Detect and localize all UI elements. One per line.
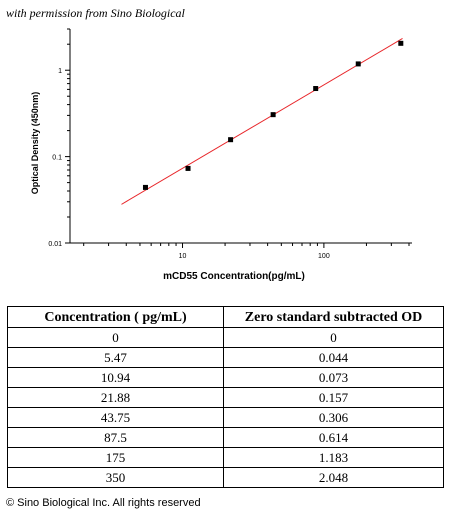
table-cell: 21.88 — [7, 387, 224, 408]
data-points-group — [142, 40, 404, 190]
table-row: 350 2.048 — [7, 467, 444, 488]
table-cell: 43.75 — [7, 407, 224, 428]
standard-curve-chart: 10 100 0.01 0.1 1 mCD55 Concentration(pg/mL)… — [30, 28, 412, 282]
chart-axes: 10 100 0.01 0.1 1 — [48, 28, 412, 260]
standard-data-table: Concentration ( pg/mL) Zero standard sub… — [7, 306, 444, 488]
table-cell: 350 — [7, 467, 224, 488]
permission-note: with permission from Sino Biological — [6, 6, 185, 20]
table-cell: 5.47 — [7, 347, 224, 368]
table-header-row: Concentration ( pg/mL) Zero standard sub… — [7, 306, 444, 328]
fit-line-group — [121, 38, 403, 205]
y-tick-label: 0.1 — [52, 155, 62, 162]
table-row: 87.5 0.614 — [7, 427, 444, 448]
copyright-note: © Sino Biological Inc. All rights reserv… — [6, 497, 201, 509]
table-cell: 10.94 — [7, 367, 224, 388]
table-cell: 0.157 — [223, 387, 444, 408]
data-point — [142, 184, 148, 190]
table-row: 43.75 0.306 — [7, 407, 444, 428]
y-tick-label: 1 — [58, 68, 62, 75]
data-point — [185, 165, 191, 171]
table-cell: 175 — [7, 447, 224, 468]
data-point — [355, 61, 361, 67]
table-row: 10.94 0.073 — [7, 367, 444, 388]
table-cell: 0.306 — [223, 407, 444, 428]
table-row: 21.88 0.157 — [7, 387, 444, 408]
data-point — [228, 137, 234, 143]
table-cell: 0.044 — [223, 347, 444, 368]
table-cell: 2.048 — [223, 467, 444, 488]
column-header-concentration: Concentration ( pg/mL) — [7, 306, 224, 328]
table-cell: 87.5 — [7, 427, 224, 448]
table-cell: 0.073 — [223, 367, 444, 388]
data-point — [270, 112, 276, 118]
x-axis-label: mCD55 Concentration(pg/mL) — [163, 271, 305, 282]
y-tick-label: 0.01 — [48, 241, 62, 248]
table-row: 175 1.183 — [7, 447, 444, 468]
table-cell: 0 — [7, 327, 224, 348]
x-tick-label: 100 — [318, 253, 330, 260]
fit-line — [121, 38, 403, 205]
table-cell: 1.183 — [223, 447, 444, 468]
table-cell: 0.614 — [223, 427, 444, 448]
table-cell: 0 — [223, 327, 444, 348]
y-axis-label: Optical Density (450nm) — [30, 92, 40, 195]
data-point — [398, 40, 404, 46]
column-header-od: Zero standard subtracted OD — [223, 306, 444, 328]
table-row: 5.47 0.044 — [7, 347, 444, 368]
data-point — [313, 86, 319, 92]
x-tick-label: 10 — [179, 253, 187, 260]
